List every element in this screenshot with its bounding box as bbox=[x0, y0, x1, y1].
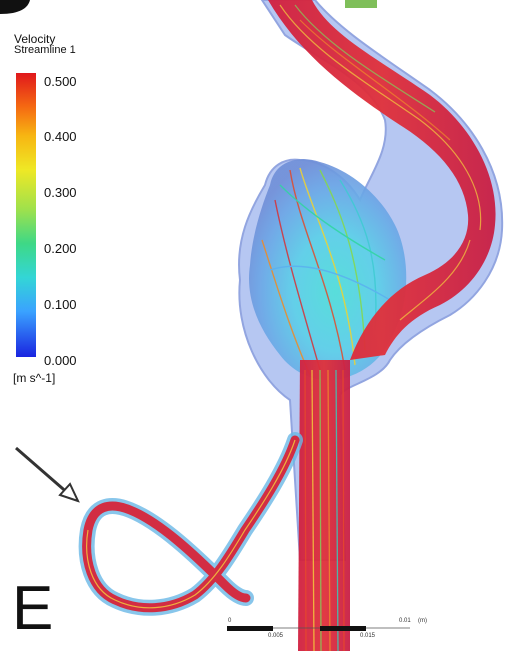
partial-panel-letter bbox=[0, 0, 30, 14]
aneurysm-sac bbox=[249, 159, 407, 381]
sac-streamlines bbox=[261, 167, 391, 376]
scale-label-0-005: 0.005 bbox=[268, 633, 284, 639]
scale-bar bbox=[227, 626, 410, 631]
legend-units: [m s^-1] bbox=[13, 371, 56, 385]
scale-label-0-015: 0.015 bbox=[360, 633, 376, 639]
legend-subtitle: Streamline 1 bbox=[14, 44, 76, 56]
panel-letter: E bbox=[12, 574, 54, 643]
legend-tick-0-100: 0.100 bbox=[44, 297, 77, 312]
scale-label-0: 0 bbox=[228, 618, 232, 624]
parent-artery-upper bbox=[268, 0, 496, 360]
legend-tick-0-500: 0.500 bbox=[44, 74, 77, 89]
colorbar bbox=[16, 73, 36, 357]
scale-label-0-01: 0.01 bbox=[399, 618, 411, 624]
legend-tick-0-000: 0.000 bbox=[44, 353, 77, 368]
lower-streamlines bbox=[304, 369, 345, 651]
top-colorbar-fragment bbox=[345, 0, 377, 8]
pointer-arrow bbox=[15, 446, 80, 503]
scale-unit: (m) bbox=[418, 618, 427, 624]
legend-title: Velocity bbox=[14, 32, 56, 46]
legend-tick-0-300: 0.300 bbox=[44, 185, 77, 200]
legend-tick-0-200: 0.200 bbox=[44, 241, 77, 256]
branch-vessel bbox=[78, 432, 303, 616]
legend-tick-0-400: 0.400 bbox=[44, 129, 77, 144]
upper-streamlines bbox=[279, 4, 482, 321]
branch-vessel-core bbox=[82, 435, 300, 613]
